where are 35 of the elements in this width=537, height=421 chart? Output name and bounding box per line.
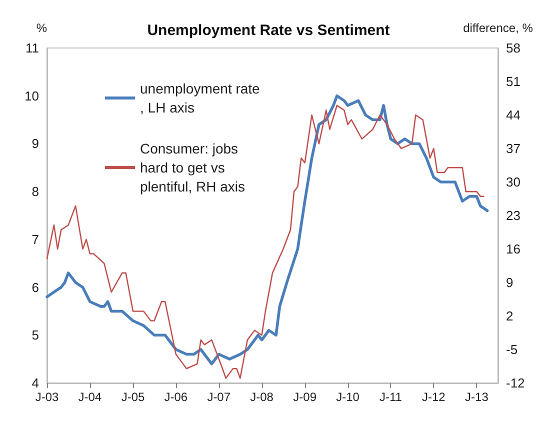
x-tick-label: J-03 bbox=[35, 390, 59, 404]
y2-axis-title: difference, % bbox=[463, 21, 534, 35]
chart-title: Unemployment Rate vs Sentiment bbox=[147, 22, 390, 39]
y-axis-title: % bbox=[36, 21, 48, 35]
x-tick-label: J-12 bbox=[422, 390, 446, 404]
y-tick-label: 4 bbox=[32, 376, 39, 390]
y2-tick-label: 9 bbox=[506, 275, 514, 290]
y2-tick-label: 37 bbox=[506, 141, 520, 156]
y2-tick-label: 51 bbox=[506, 74, 520, 89]
legend-label: unemployment rate, LH axis bbox=[140, 80, 260, 116]
x-tick-label: J-05 bbox=[121, 390, 145, 404]
y-tick-label: 7 bbox=[32, 232, 39, 247]
y2-tick-label: 58 bbox=[506, 40, 520, 56]
y-tick-label: 10 bbox=[24, 88, 39, 104]
x-tick-label: J-08 bbox=[250, 390, 274, 404]
y2-tick-label: 44 bbox=[506, 108, 520, 122]
y2-tick-label: 16 bbox=[506, 242, 520, 256]
x-tick-label: J-10 bbox=[336, 390, 360, 404]
y-tick-label: 5 bbox=[32, 328, 39, 343]
legend-label: Consumer: jobs hard to get vs plentiful, RH axis bbox=[140, 140, 246, 194]
y-tick-label: 11 bbox=[26, 40, 39, 56]
y2-tick-label: -5 bbox=[506, 342, 518, 357]
x-tick-label: J-04 bbox=[78, 390, 102, 404]
x-tick-label: J-13 bbox=[465, 390, 489, 404]
y-tick-label: 6 bbox=[32, 280, 39, 295]
x-tick-label: J-06 bbox=[164, 390, 188, 404]
y-tick-label: 8 bbox=[32, 184, 39, 200]
y2-tick-label: 23 bbox=[506, 208, 520, 223]
y2-tick-label: 30 bbox=[506, 174, 520, 190]
x-tick-label: J-11 bbox=[379, 390, 402, 404]
y2-tick-label: 2 bbox=[506, 308, 514, 324]
y-tick-label: 9 bbox=[32, 136, 39, 152]
y2-tick-label: -12 bbox=[506, 376, 525, 390]
x-tick-label: J-07 bbox=[207, 390, 231, 404]
x-tick-label: J-09 bbox=[293, 390, 317, 404]
